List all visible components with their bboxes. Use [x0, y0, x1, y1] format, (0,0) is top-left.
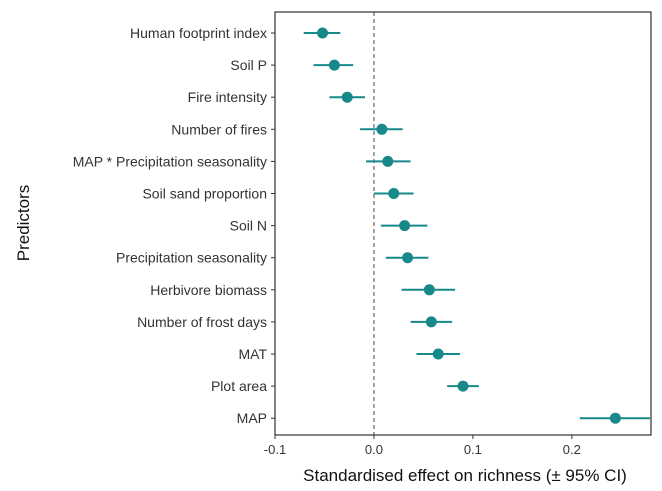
y-tick-label: Number of frost days — [137, 314, 267, 330]
estimate-point — [388, 188, 400, 199]
estimate-point — [399, 220, 411, 232]
x-axis-ticks: -0.1 0.0 0.1 0.2 — [264, 435, 581, 457]
x-tick-label: -0.1 — [264, 442, 286, 457]
estimate-point — [425, 316, 437, 328]
estimate-point — [609, 412, 621, 424]
estimate-point — [402, 252, 414, 264]
y-tick-label: Plot area — [211, 378, 267, 394]
y-tick-label: MAP — [237, 410, 267, 426]
y-axis-title: Predictors — [14, 185, 33, 262]
estimate-point — [341, 91, 353, 103]
estimate-point — [432, 348, 444, 360]
x-tick-label: 0.1 — [464, 442, 482, 457]
estimate-point — [457, 380, 469, 392]
y-tick-label: MAP * Precipitation seasonality — [73, 153, 267, 169]
y-tick-label: Fire intensity — [188, 89, 267, 105]
x-tick-label: 0.0 — [365, 442, 383, 457]
plot-panel-border — [274, 11, 652, 436]
estimate-point — [376, 123, 388, 135]
y-tick-label: Number of fires — [171, 121, 267, 137]
y-tick-label: Soil P — [230, 57, 267, 73]
y-tick-label: Human footprint index — [130, 25, 267, 41]
estimate-point — [423, 284, 435, 296]
x-tick-label: 0.2 — [563, 442, 581, 457]
y-tick-label: Soil sand proportion — [142, 186, 267, 202]
y-tick-label: Precipitation seasonality — [116, 250, 267, 266]
y-tick-label: Herbivore biomass — [150, 282, 267, 298]
estimate-point — [316, 27, 328, 39]
y-tick-label: MAT — [238, 346, 267, 362]
y-axis-ticks: Human footprint index Soil P Fire intensit… — [73, 25, 275, 426]
y-tick-label: Soil N — [230, 218, 267, 234]
x-axis-title: Standardised effect on richness (± 95% C… — [303, 466, 627, 485]
plot-marks — [303, 12, 651, 435]
estimate-point — [328, 59, 340, 71]
estimate-point — [382, 155, 394, 167]
